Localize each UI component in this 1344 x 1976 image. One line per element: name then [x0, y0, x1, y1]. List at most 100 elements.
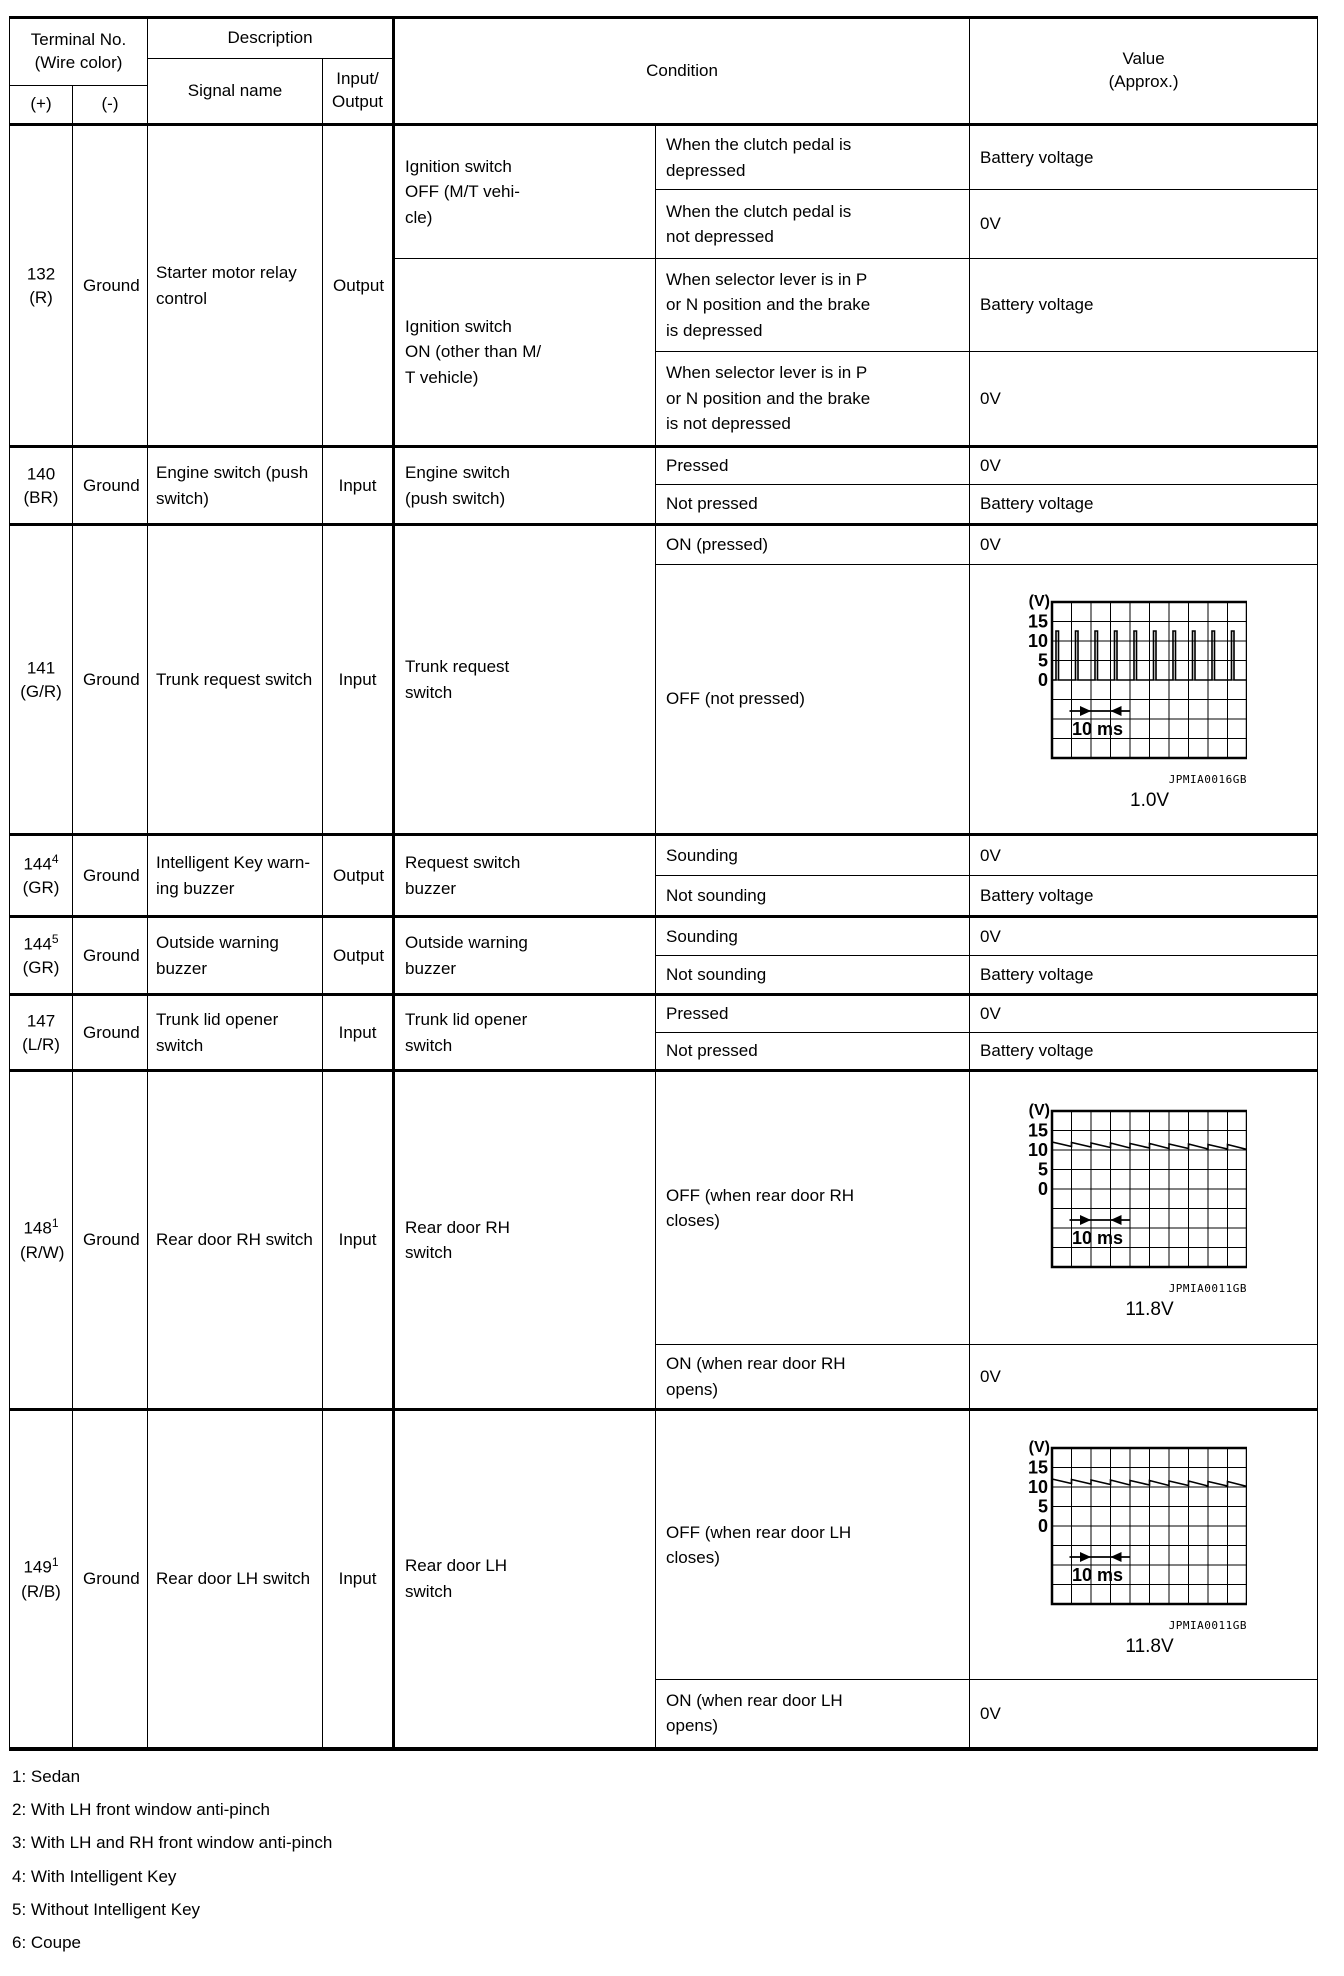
scope-unit-label: (V): [1029, 1102, 1050, 1119]
oscilloscope-figure: (V) 15 10 5 0: [1014, 1095, 1249, 1321]
footnote: 1: Sedan: [12, 1766, 81, 1786]
scope-tick: 10: [1028, 631, 1048, 651]
condition-cell: OFF (when rear door LH closes): [655, 1408, 971, 1680]
condition-cell: Sounding: [655, 833, 971, 876]
wire-color: (R/B): [21, 1581, 61, 1601]
header-input-output: Input/ Output: [322, 58, 396, 125]
condition-cell: Sounding: [655, 915, 971, 956]
signal-name-cell: Engine switch (push switch): [147, 445, 324, 525]
condition-group-cell: Ignition switch OFF (M/T vehi- cle): [393, 123, 657, 259]
terminal-footnote-ref: 1: [51, 1555, 59, 1570]
sawtooth-waveform: [1051, 1141, 1248, 1151]
terminal-cell: 1444 (GR): [9, 833, 73, 917]
terminal-cell: 1445 (GR): [9, 915, 73, 995]
ground-cell: Ground: [71, 833, 149, 917]
condition-group-cell: Ignition switch ON (other than M/ T vehi…: [393, 258, 657, 447]
scope-tick: 10: [1028, 1140, 1048, 1160]
header-minus: (-): [71, 85, 149, 125]
header-terminal-no: Terminal No. (Wire color): [8, 17, 149, 86]
value-cell: 0V: [969, 915, 1319, 956]
condition-cell: Not pressed: [655, 484, 971, 525]
condition-cell: Not sounding: [655, 955, 971, 995]
scope-unit-label: (V): [1029, 1439, 1050, 1456]
condition-group-cell: Outside warning buzzer: [393, 915, 657, 995]
io-cell: Input: [322, 1069, 396, 1410]
signal-name-cell: Trunk lid opener switch: [147, 993, 324, 1071]
scope-time-label: 10 ms: [1072, 1228, 1123, 1248]
header-plus: (+): [9, 85, 73, 125]
wire-color: (L/R): [22, 1035, 60, 1055]
footnote: 6: Coupe: [12, 1933, 81, 1953]
io-cell: Output: [322, 915, 396, 995]
io-cell: Input: [322, 523, 396, 835]
oscilloscope-chart: (V) 15 10 5 0: [1028, 1102, 1249, 1269]
value-cell: 0V: [969, 523, 1319, 565]
scope-tick: 15: [1028, 1457, 1048, 1477]
oscilloscope-chart: (V) 15 10 5 0: [1028, 1439, 1249, 1606]
terminal-number: 144: [23, 854, 52, 874]
terminal-cell: 1491 (R/B): [9, 1408, 73, 1749]
value-cell: 0V: [969, 189, 1319, 259]
terminal-cell: 132 (R): [9, 123, 73, 447]
ground-cell: Ground: [71, 445, 149, 525]
oscilloscope-figure: (V) 15 10 5 0: [1014, 586, 1249, 812]
scope-tick: 15: [1028, 1120, 1048, 1140]
scope-unit-label: (V): [1029, 593, 1050, 610]
scope-time-label: 10 ms: [1072, 1565, 1123, 1585]
condition-cell: Not pressed: [655, 1032, 971, 1071]
condition-cell: ON (when rear door RH opens): [655, 1344, 971, 1410]
value-cell: Battery voltage: [969, 955, 1319, 995]
wire-color: (GR): [22, 958, 60, 978]
ground-cell: Ground: [71, 123, 149, 447]
terminal-footnote-ref: 4: [51, 851, 59, 866]
signal-name-cell: Rear door LH switch: [147, 1408, 324, 1749]
scope-time-label: 10 ms: [1072, 719, 1123, 739]
terminal-number: 147: [26, 1011, 56, 1031]
condition-cell: OFF (when rear door RH closes): [655, 1069, 971, 1345]
wire-color: (G/R): [20, 682, 62, 702]
footnote: 2: With LH front window anti-pinch: [12, 1799, 270, 1819]
terminal-number: 148: [23, 1219, 52, 1239]
ground-cell: Ground: [71, 1069, 149, 1410]
header-value: Value (Approx.): [969, 17, 1319, 125]
condition-cell: ON (pressed): [655, 523, 971, 565]
condition-group-cell: Trunk request switch: [393, 523, 657, 835]
ground-cell: Ground: [71, 523, 149, 835]
terminal-footnote-ref: 5: [51, 931, 59, 946]
figure-code: JPMIA0011GB: [1168, 1282, 1248, 1296]
condition-cell: Not sounding: [655, 875, 971, 917]
scope-tick: 10: [1028, 1477, 1048, 1497]
header-signal-name: Signal name: [147, 58, 324, 125]
ground-cell: Ground: [71, 1408, 149, 1749]
footnote: 5: Without Intelligent Key: [12, 1900, 201, 1920]
signal-name-cell: Starter motor relay control: [147, 123, 324, 447]
scope-tick: 5: [1038, 1496, 1048, 1516]
scope-tick: 5: [1038, 650, 1048, 670]
condition-group-cell: Engine switch (push switch): [393, 445, 657, 525]
figure-code: JPMIA0016GB: [1168, 773, 1248, 787]
ground-cell: Ground: [71, 993, 149, 1071]
time-span-arrows: [1069, 1551, 1131, 1562]
scope-grid: [1052, 1447, 1248, 1604]
scope-reading: 11.8V: [1125, 1636, 1174, 1658]
condition-cell: When the clutch pedal is depressed: [655, 123, 971, 190]
io-cell: Output: [322, 123, 396, 447]
io-cell: Input: [322, 993, 396, 1071]
footnote: 4: With Intelligent Key: [12, 1866, 177, 1886]
terminal-cell: 147 (L/R): [9, 993, 73, 1071]
io-cell: Input: [322, 1408, 396, 1749]
scope-reading: 1.0V: [1130, 790, 1170, 812]
value-cell: 0V: [969, 833, 1319, 876]
terminal-footnote-ref: 1: [51, 1216, 59, 1231]
signal-name-cell: Intelligent Key warn- ing buzzer: [147, 833, 324, 917]
scope-grid: [1052, 1110, 1248, 1267]
figure-code: JPMIA0011GB: [1168, 1619, 1248, 1633]
wire-color: (GR): [22, 878, 60, 898]
condition-cell: Pressed: [655, 993, 971, 1033]
time-span-arrows: [1069, 1214, 1131, 1225]
time-span-arrows: [1069, 705, 1131, 716]
value-cell: Battery voltage: [969, 123, 1319, 190]
scope-tick: 0: [1038, 1516, 1048, 1536]
condition-group-cell: Request switch buzzer: [393, 833, 657, 917]
io-cell: Input: [322, 445, 396, 525]
